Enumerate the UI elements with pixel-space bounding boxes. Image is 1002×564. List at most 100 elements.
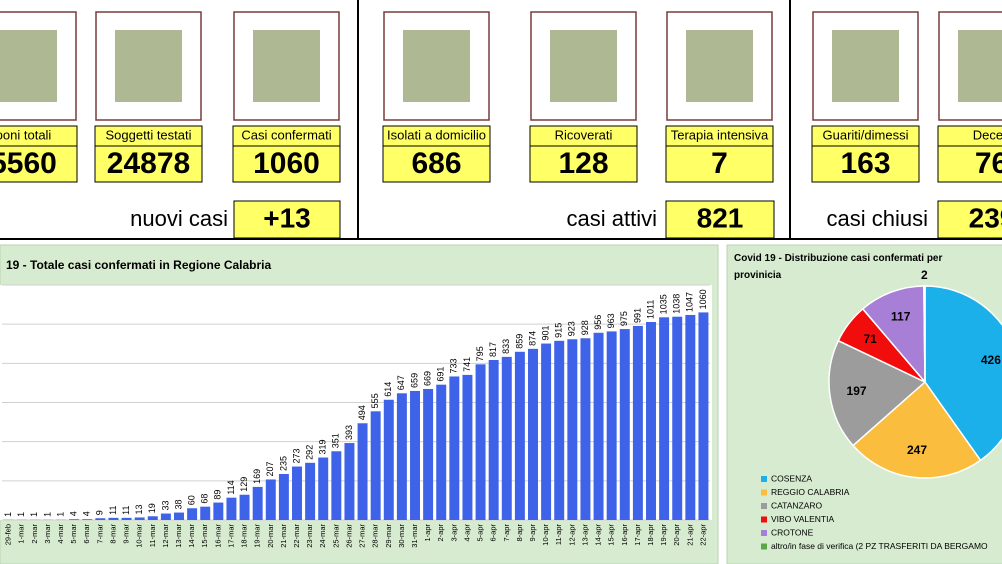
value-label: 833 [501,339,511,354]
legend-swatch [761,503,767,509]
slice-label: 2 [921,268,928,282]
x-tick-label: 7-mar [95,524,104,544]
card-value: 128 [558,147,608,180]
value-label: 901 [540,326,550,341]
bar [541,343,552,520]
value-label: 273 [291,449,301,464]
slice-label: 71 [864,332,878,346]
legend-swatch [761,543,767,550]
bar [292,466,302,520]
value-label: 928 [580,320,590,335]
card-label: Ricoverati [555,127,613,142]
x-tick-label: 5-mar [69,524,78,544]
legend-swatch [761,476,767,482]
x-tick-label: 22-mar [292,524,301,548]
x-tick-label: 2-apr [436,524,445,542]
bar [462,374,473,520]
pie-slice [923,285,926,383]
legend-swatch [761,530,767,536]
bar [580,338,591,520]
value-label: 741 [462,357,472,372]
x-tick-label: 17-apr [633,524,642,546]
summary-label: casi attivi [567,206,657,231]
x-tick-label: 16-mar [213,524,222,548]
x-tick-label: 9-apr [528,524,537,542]
x-tick-label: 24-mar [318,524,327,548]
bar [410,390,420,520]
bar [278,473,289,520]
summary-box [937,200,1002,239]
bar [226,497,237,520]
slice-label: 117 [891,309,911,323]
card-label: Soggetti testati [106,127,192,142]
value-box [665,145,774,183]
bar [95,518,106,520]
value-label: 733 [449,358,459,373]
value-label: 915 [554,323,564,338]
legend-swatch [761,516,767,523]
value-label: 1 [55,512,65,517]
value-label: 114 [226,480,236,494]
slice-label: 247 [907,443,927,457]
x-tick-label: 4-mar [56,524,65,544]
x-tick-label: 14-apr [594,524,603,546]
bar [187,508,198,520]
pie-title: Covid 19 - Distribuzione casi confermati… [734,253,943,281]
x-tick-label: 17-mar [226,524,235,548]
bar [69,519,80,520]
value-label: 956 [593,315,603,330]
x-tick-label: 15-mar [200,524,209,548]
x-tick-label: 3-mar [43,524,52,544]
bar [606,331,617,520]
bar [147,516,158,520]
bar [449,376,460,520]
x-tick-label: 11-mar [148,524,157,548]
value-label: 207 [265,461,275,476]
summary-value: 821 [697,202,744,233]
legend-label: REGGIO CALABRIA [771,487,850,497]
bar [488,360,499,520]
card-value: 5560 [0,147,57,180]
x-tick-label: 16-apr [620,524,629,546]
value-label: 319 [318,439,328,454]
value-label: 38 [173,500,183,510]
value-box [529,145,638,183]
value-label: 89 [213,490,223,500]
bar [685,314,696,520]
x-tick-label: 10-apr [541,524,550,546]
x-tick-label: 27-mar [358,524,367,548]
summary-label: casi chiusi [827,206,928,231]
value-label: 13 [134,504,144,514]
value-box [232,145,341,183]
bar [108,517,119,520]
value-label: 1 [42,512,52,517]
card-value: 1060 [253,147,320,180]
value-label: 1 [3,512,13,517]
x-tick-label: 22-apr [698,524,707,546]
summary-box [233,200,341,239]
pie-slice [828,339,927,447]
bar [501,356,512,520]
value-label: 33 [160,501,170,511]
x-tick-label: 7-apr [502,524,511,542]
bar [528,348,538,520]
x-tick-label: 20-apr [672,524,681,546]
card-value: 163 [840,147,890,180]
x-tick-label: 4-apr [462,524,471,542]
value-label: 19 [147,503,157,513]
value-label: 923 [567,321,577,336]
slice-label: 426 [981,353,1001,367]
bar [646,322,656,520]
bar [672,316,683,520]
bar [265,479,276,520]
bar [698,312,709,520]
bar [200,506,211,520]
x-tick-label: 28-mar [371,524,380,548]
value-label: 129 [239,477,249,492]
value-box [382,145,491,183]
x-tick-label: 26-mar [344,524,353,548]
value-box [0,145,78,183]
x-tick-label: 21-mar [279,524,288,548]
x-tick-label: 3-apr [449,524,458,542]
card-label: Deced [973,127,1002,142]
